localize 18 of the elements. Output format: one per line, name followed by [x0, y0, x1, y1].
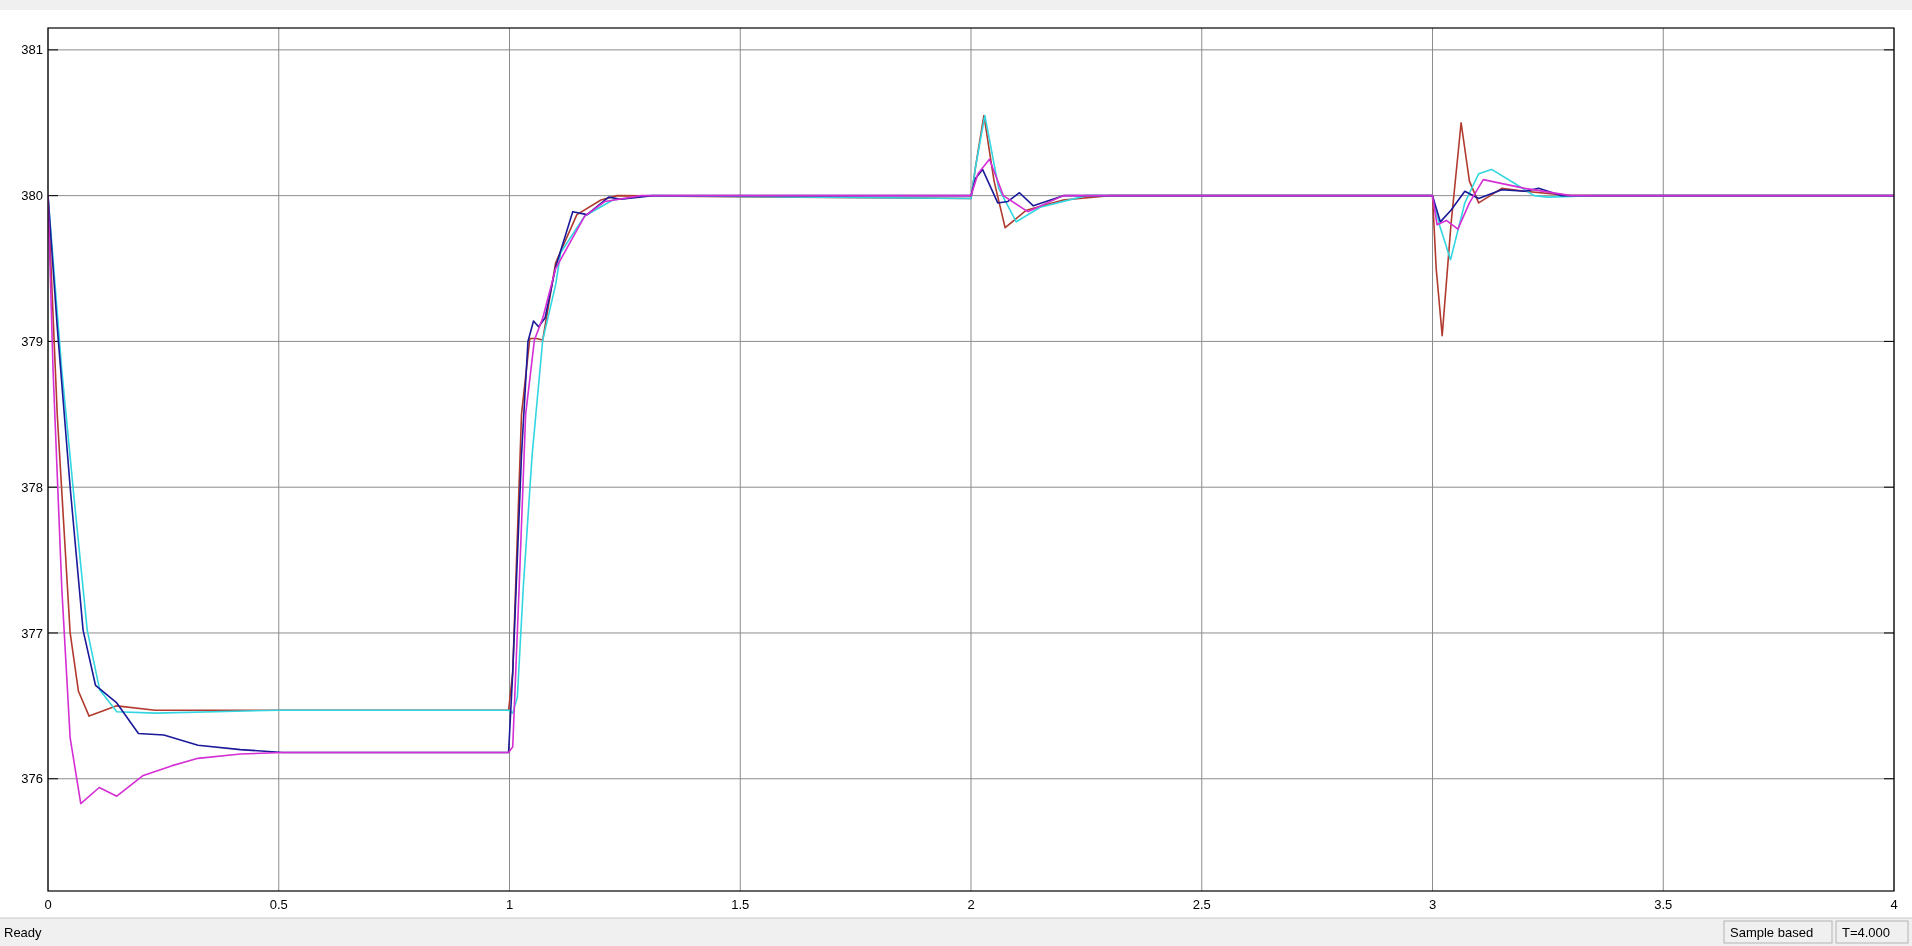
- y-tick-label: 376: [21, 771, 43, 787]
- x-tick-label: 0.5: [269, 897, 288, 912]
- x-tick-label: 2: [967, 897, 975, 912]
- x-tick-label: 1.5: [731, 897, 750, 912]
- x-tick-label: 3: [1428, 897, 1437, 912]
- text: Ready: [4, 925, 43, 940]
- y-tick-label: 379: [21, 333, 43, 349]
- x-tick-label: 1: [505, 897, 514, 912]
- text: T=4.000: [1842, 925, 1891, 940]
- text: Sample based: [1730, 925, 1814, 940]
- x-tick-label: 3.5: [1654, 897, 1673, 912]
- x-tick-label: 2.5: [1192, 897, 1211, 912]
- y-tick-label: 381: [21, 42, 43, 58]
- x-tick-label: 0: [44, 897, 52, 912]
- y-tick-label: 377: [21, 625, 43, 641]
- x-tick-label: 4: [1890, 897, 1898, 912]
- y-tick-label: 378: [21, 479, 43, 495]
- y-tick-label: 380: [21, 188, 43, 204]
